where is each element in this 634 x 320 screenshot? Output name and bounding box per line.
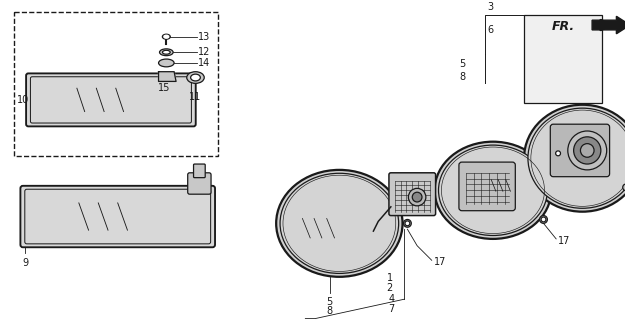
Ellipse shape <box>435 142 552 239</box>
Text: 8: 8 <box>327 306 333 316</box>
Ellipse shape <box>540 216 547 223</box>
Ellipse shape <box>276 170 403 277</box>
Text: 3: 3 <box>487 2 493 12</box>
Text: 2: 2 <box>387 283 393 292</box>
Text: 1: 1 <box>387 273 393 283</box>
Ellipse shape <box>541 217 546 222</box>
FancyBboxPatch shape <box>550 124 610 177</box>
Ellipse shape <box>412 192 422 202</box>
Text: 4: 4 <box>389 294 395 304</box>
Ellipse shape <box>280 173 399 273</box>
Ellipse shape <box>405 221 410 226</box>
Ellipse shape <box>158 59 174 67</box>
Text: 16: 16 <box>349 236 362 246</box>
Ellipse shape <box>191 74 200 81</box>
Text: 5: 5 <box>327 297 333 307</box>
Text: 7: 7 <box>389 304 395 314</box>
Text: 17: 17 <box>558 236 571 246</box>
Ellipse shape <box>162 34 170 39</box>
Ellipse shape <box>555 151 560 156</box>
Ellipse shape <box>439 145 547 236</box>
Text: 14: 14 <box>198 58 210 68</box>
Ellipse shape <box>408 188 426 206</box>
Ellipse shape <box>568 131 607 170</box>
Text: 12: 12 <box>198 47 210 57</box>
FancyBboxPatch shape <box>459 162 515 211</box>
FancyArrow shape <box>592 16 630 34</box>
Text: 13: 13 <box>198 32 210 42</box>
Text: 10: 10 <box>16 95 29 105</box>
Bar <box>524 15 602 103</box>
Ellipse shape <box>623 184 630 191</box>
Text: 9: 9 <box>22 258 29 268</box>
Text: 5: 5 <box>460 59 466 69</box>
Ellipse shape <box>187 72 204 84</box>
FancyBboxPatch shape <box>193 164 205 178</box>
FancyBboxPatch shape <box>389 173 436 216</box>
Ellipse shape <box>581 144 594 157</box>
Ellipse shape <box>403 220 411 227</box>
Bar <box>14 12 218 156</box>
Text: 17: 17 <box>434 257 446 267</box>
Ellipse shape <box>524 105 634 212</box>
Ellipse shape <box>528 108 634 208</box>
Polygon shape <box>158 72 176 81</box>
Text: 15: 15 <box>158 84 171 93</box>
Text: 11: 11 <box>190 92 202 102</box>
Text: 8: 8 <box>460 72 466 82</box>
Ellipse shape <box>160 49 173 56</box>
Text: FR.: FR. <box>552 20 574 33</box>
Ellipse shape <box>164 35 169 38</box>
Text: 6: 6 <box>487 25 493 35</box>
Ellipse shape <box>574 137 601 164</box>
Ellipse shape <box>162 50 170 54</box>
FancyBboxPatch shape <box>188 173 211 194</box>
FancyBboxPatch shape <box>20 186 215 247</box>
FancyBboxPatch shape <box>26 73 196 126</box>
